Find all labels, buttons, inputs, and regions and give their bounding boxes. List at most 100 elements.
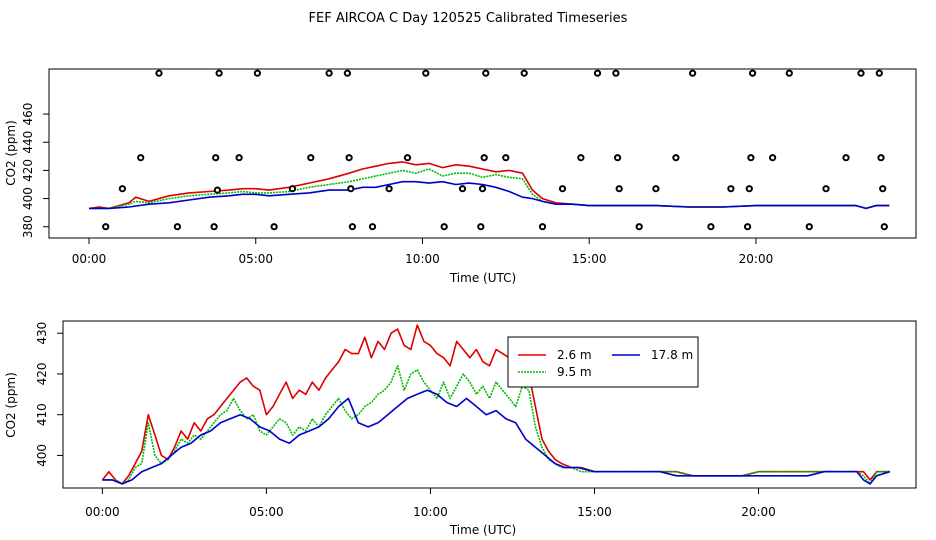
top-marker-point — [345, 154, 353, 162]
top-series-17-8m — [89, 180, 890, 210]
top-marker-point — [744, 223, 752, 231]
top-marker-point — [502, 154, 510, 162]
top-marker-point — [538, 223, 547, 231]
bottom-plot-frame — [62, 320, 917, 489]
top-y-axis: 380 400 420 440 460 — [21, 103, 49, 238]
top-y-tick-label: 440 — [21, 131, 35, 154]
top-y-axis-label: CO2 (ppm) — [4, 120, 18, 186]
top-marker-point — [307, 154, 315, 162]
top-marker-point — [877, 154, 885, 162]
bottom-x-tick-label: 10:00 — [413, 505, 448, 519]
top-y-tick-label: 400 — [21, 187, 35, 210]
top-marker-point — [155, 69, 163, 77]
top-panel: 00:00 05:00 10:00 15:00 20:00 380 400 420 440 46… — [4, 68, 917, 285]
bottom-x-tick-label: 05:00 — [249, 505, 284, 519]
top-marker-point — [880, 223, 888, 231]
top-marker-point — [253, 69, 261, 77]
top-marker-point — [478, 185, 487, 193]
top-plot-area — [88, 69, 890, 231]
top-marker-point — [769, 154, 777, 162]
top-marker-point — [235, 154, 243, 162]
top-marker-point — [822, 185, 830, 193]
bottom-x-tick-label: 00:00 — [85, 505, 120, 519]
legend-box — [507, 336, 699, 388]
top-marker-point — [480, 154, 488, 162]
top-x-axis: 00:00 05:00 10:00 15:00 20:00 — [72, 238, 774, 266]
bottom-y-tick-label: 410 — [35, 403, 49, 426]
chart-title: FEF AIRCOA C Day 120525 Calibrated Times… — [309, 11, 628, 26]
bottom-series-17-8m — [102, 389, 891, 485]
bottom-x-tick-label: 20:00 — [741, 505, 776, 519]
top-marker-point — [118, 185, 127, 193]
top-series-9-5m — [89, 168, 890, 210]
top-marker-point — [875, 69, 883, 77]
top-marker-point — [422, 69, 430, 77]
legend: 2.6 m 17.8 m 9.5 m — [507, 336, 699, 388]
legend-label-2-6m: 2.6 m — [557, 348, 592, 362]
top-x-tick-label: 15:00 — [572, 252, 607, 266]
top-x-tick-label: 05:00 — [238, 252, 273, 266]
top-marker-point — [614, 154, 622, 162]
top-marker-point — [635, 223, 643, 231]
top-marker-point — [348, 223, 356, 231]
top-x-tick-label: 00:00 — [72, 252, 107, 266]
top-marker-point — [385, 185, 393, 193]
bottom-y-axis: 400 410 420 430 — [35, 322, 63, 467]
top-marker-point — [288, 185, 296, 193]
bottom-y-tick-label: 430 — [35, 322, 49, 345]
bottom-series-2-6m — [101, 324, 890, 485]
top-plot-frame — [48, 68, 917, 239]
legend-label-17-8m: 17.8 m — [651, 348, 693, 362]
top-marker-point — [325, 69, 333, 77]
bottom-x-tick-label: 15:00 — [577, 505, 612, 519]
bottom-x-axis: 00:00 05:00 10:00 15:00 20:00 — [85, 488, 776, 519]
top-marker-point — [593, 69, 602, 77]
top-marker-point — [270, 223, 278, 231]
top-x-tick-label: 10:00 — [405, 252, 440, 266]
bottom-y-axis-label: CO2 (ppm) — [4, 372, 18, 438]
top-marker-point — [615, 185, 623, 193]
top-marker-point — [745, 185, 753, 193]
top-marker-point — [747, 154, 755, 162]
top-x-axis-label: Time (UTC) — [449, 271, 516, 285]
top-marker-point — [458, 185, 467, 193]
top-marker-point — [672, 154, 680, 162]
top-marker-point — [210, 223, 218, 231]
bottom-y-tick-label: 420 — [35, 362, 49, 385]
top-marker-point — [857, 69, 865, 77]
top-y-tick-label: 380 — [21, 215, 35, 238]
top-marker-point — [652, 185, 660, 193]
legend-label-9-5m: 9.5 m — [557, 365, 592, 379]
top-marker-point — [212, 154, 220, 162]
top-x-tick-label: 20:00 — [739, 252, 774, 266]
bottom-plot-area — [101, 324, 891, 485]
top-marker-point — [520, 69, 528, 77]
top-marker-point — [842, 154, 850, 162]
top-marker-point — [477, 223, 485, 231]
top-marker-point — [173, 223, 181, 231]
top-marker-point — [749, 69, 757, 77]
top-marker-point — [785, 69, 793, 77]
top-marker-point — [368, 223, 377, 231]
bottom-x-axis-label: Time (UTC) — [449, 523, 516, 537]
top-marker-point — [707, 223, 715, 231]
top-marker-point — [727, 185, 735, 193]
top-y-tick-label: 460 — [21, 103, 35, 126]
top-marker-point — [102, 223, 110, 231]
top-marker-point — [689, 69, 697, 77]
top-marker-point — [403, 154, 412, 162]
top-marker-point — [347, 185, 355, 193]
top-marker-point — [213, 186, 221, 194]
top-marker-point — [440, 223, 448, 231]
top-marker-point — [558, 185, 567, 193]
bottom-y-tick-label: 400 — [35, 444, 49, 467]
top-marker-point — [343, 69, 351, 77]
top-marker-point — [577, 154, 585, 162]
bottom-series-9-5m — [102, 364, 890, 485]
top-marker-point — [137, 154, 145, 162]
top-y-tick-label: 420 — [21, 159, 35, 182]
top-marker-point — [805, 223, 813, 231]
top-marker-point — [215, 69, 223, 77]
bottom-panel: 00:00 05:00 10:00 15:00 20:00 400 410 420 430 T… — [4, 320, 917, 537]
